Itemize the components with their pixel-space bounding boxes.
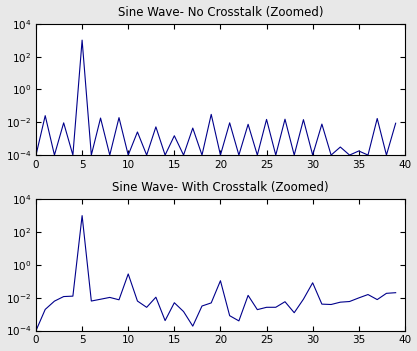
Title: Sine Wave- With Crosstalk (Zoomed): Sine Wave- With Crosstalk (Zoomed): [112, 181, 329, 194]
Title: Sine Wave- No Crosstalk (Zoomed): Sine Wave- No Crosstalk (Zoomed): [118, 6, 323, 19]
